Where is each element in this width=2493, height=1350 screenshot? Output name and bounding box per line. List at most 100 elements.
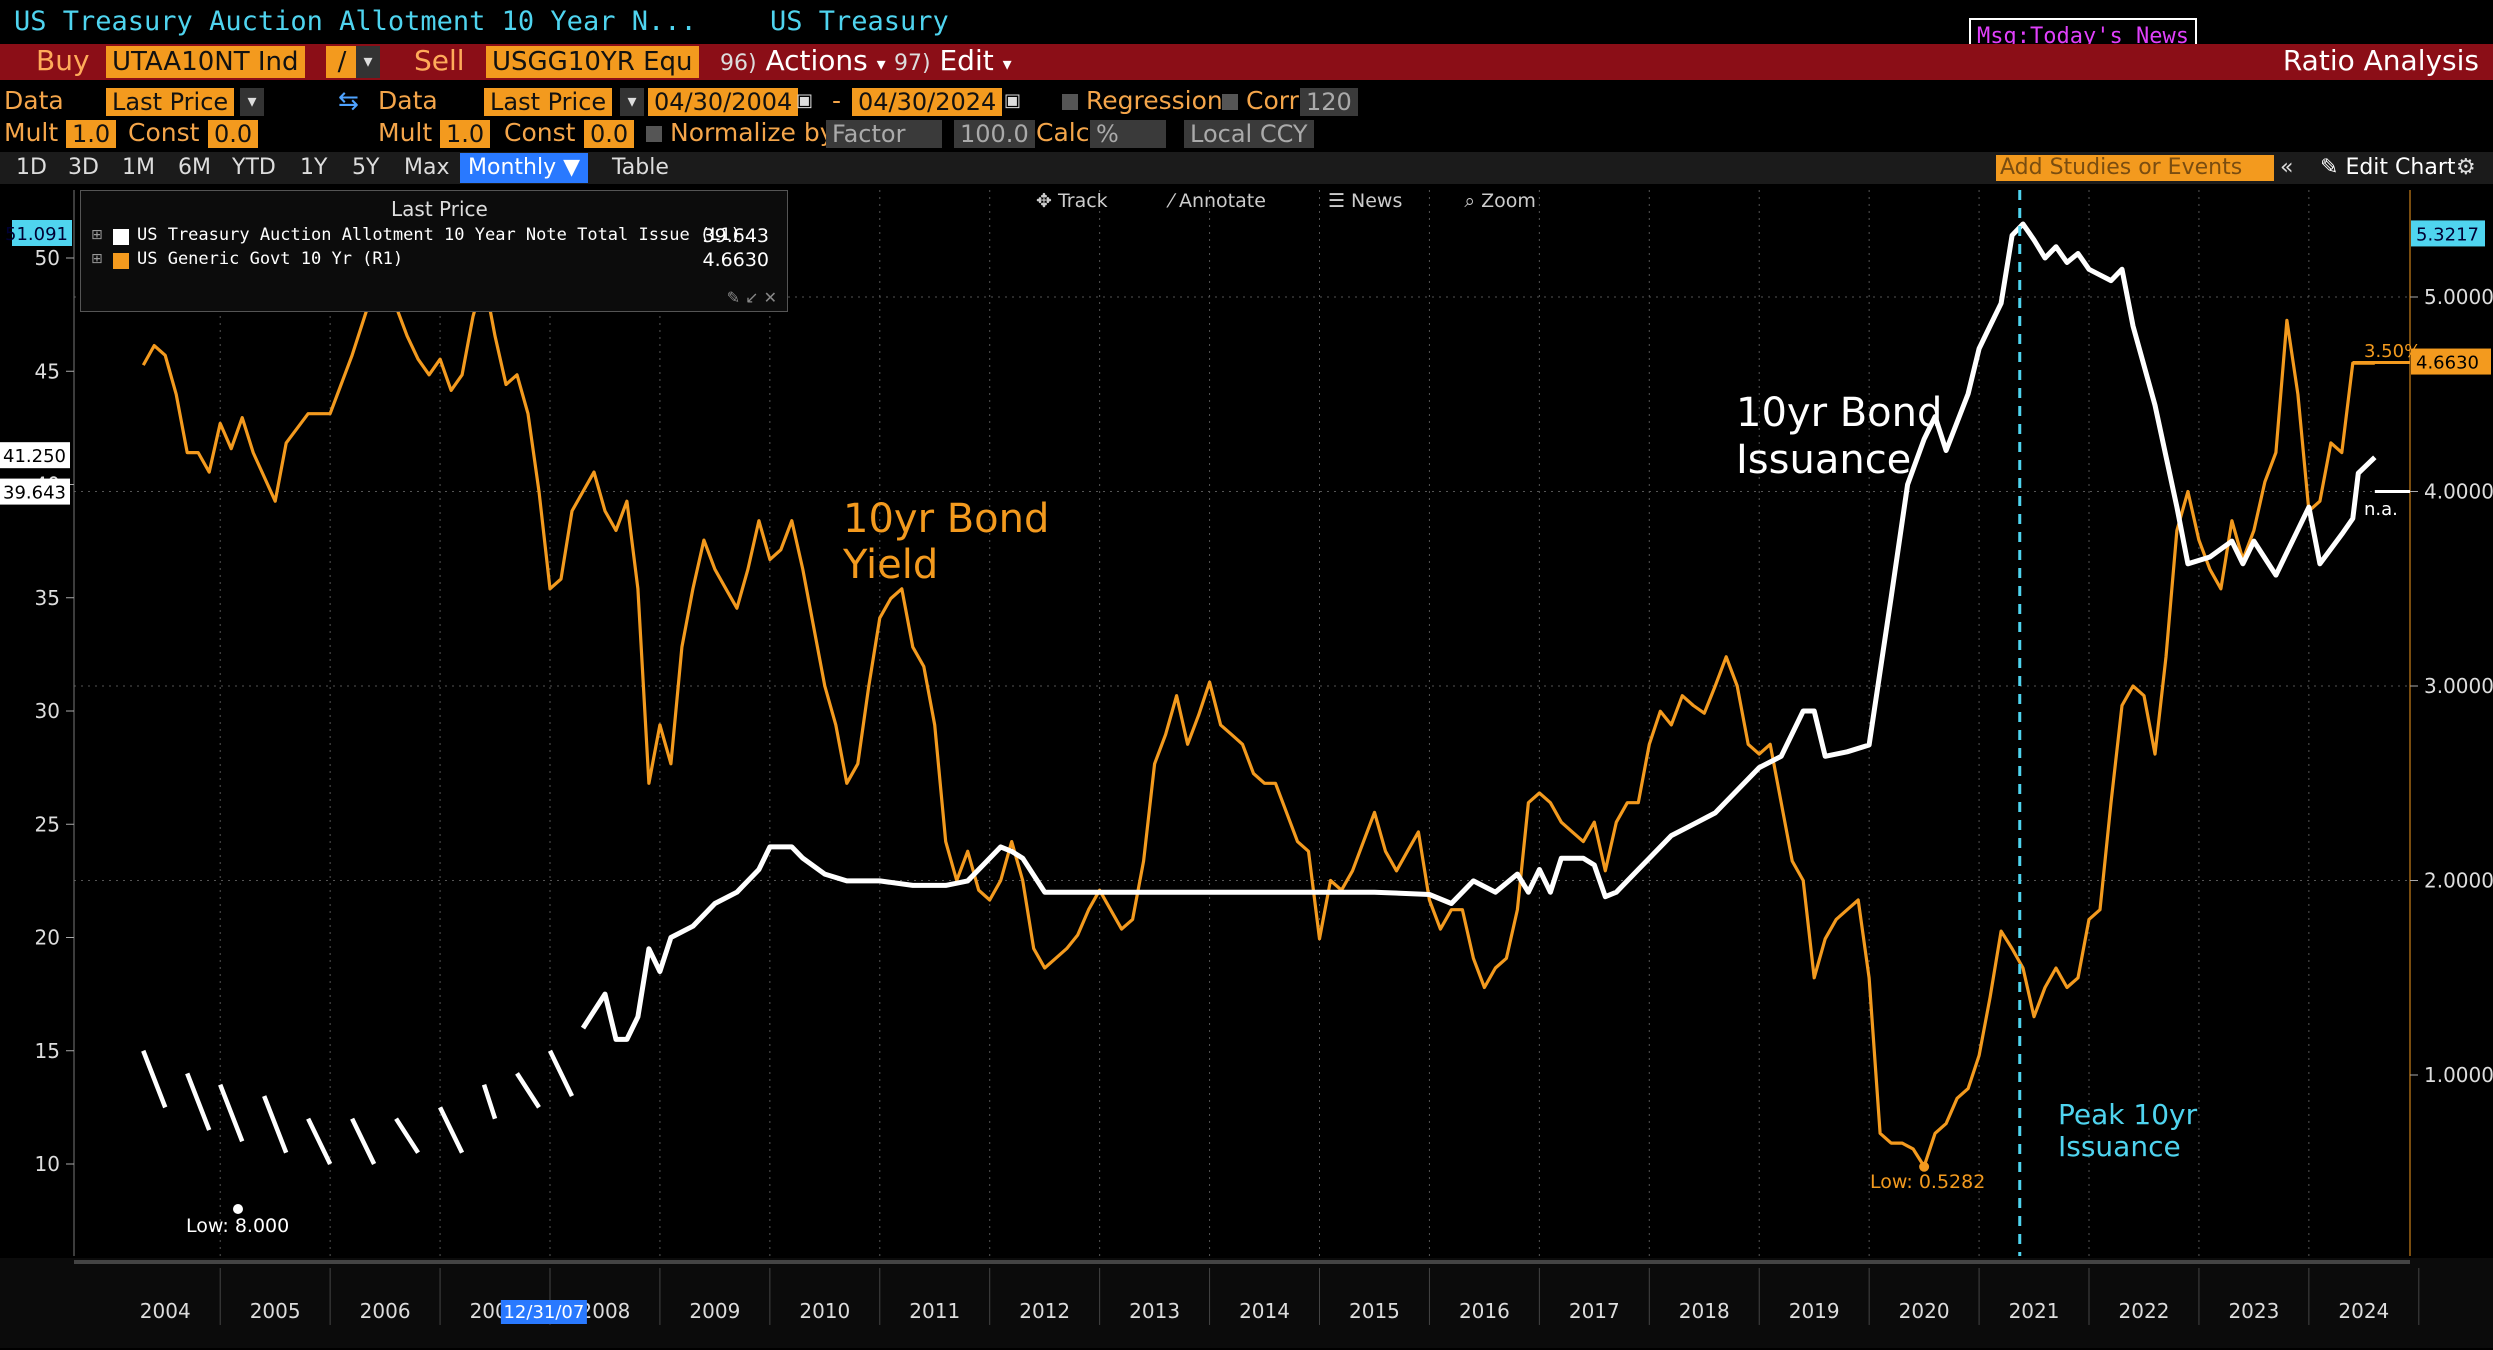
actions-menu[interactable]: 96) Actions ▾ xyxy=(720,44,886,77)
zoom-tool[interactable]: ⌕ Zoom xyxy=(1464,190,1536,212)
data-select-2-chevron-icon[interactable]: ▾ xyxy=(620,88,644,116)
issuance-series-segment xyxy=(438,1106,465,1154)
data-select-1[interactable]: Last Price xyxy=(106,88,235,116)
x-tick-label: 2018 xyxy=(1679,1299,1730,1323)
chart-tools: ✥ Track ⁄ Annotate ☰ News ⌕ Zoom xyxy=(1036,190,1592,212)
x-tick-label: 2020 xyxy=(1899,1299,1950,1323)
track-tool[interactable]: ✥ Track xyxy=(1036,190,1108,212)
cursor-date-label: 12/31/07 xyxy=(503,1302,584,1323)
yield-swatch xyxy=(113,253,129,269)
mult-field-1[interactable]: 1.0 xyxy=(66,120,117,148)
annotate-label: Annotate xyxy=(1178,190,1266,212)
issuance-series-segment xyxy=(218,1083,245,1143)
frequency-select[interactable]: Monthly ▼ xyxy=(460,153,588,183)
gear-icon[interactable]: ⚙ xyxy=(2456,155,2476,180)
left-tick-label: 25 xyxy=(35,812,60,836)
security-title: US Treasury Auction Allotment 10 Year N.… xyxy=(14,6,697,37)
x-tick-label: 2024 xyxy=(2338,1299,2389,1323)
ratio-toolbar: Buy UTAA10NT Ind / ▾ Sell USGG10YR Equ 9… xyxy=(0,44,2493,80)
regression-checkbox[interactable] xyxy=(1062,94,1078,110)
issuance-annotation-line1: 10yr Bond xyxy=(1736,390,1942,436)
calc-select[interactable]: % xyxy=(1090,120,1166,148)
security-category: US Treasury xyxy=(770,6,949,37)
x-tick-label: 2019 xyxy=(1789,1299,1840,1323)
legend-value-issuance: 39.643 xyxy=(702,225,769,247)
annotate-tool[interactable]: ⁄ Annotate xyxy=(1169,190,1266,212)
edit-chevron-icon: ▾ xyxy=(1002,54,1012,75)
edit-chart-label: Edit Chart xyxy=(2345,155,2456,180)
issuance-series-segment xyxy=(547,1049,575,1098)
data-select-1-chevron-icon[interactable]: ▾ xyxy=(240,88,264,116)
data-select-2[interactable]: Last Price xyxy=(484,88,613,116)
issuance-series-segment xyxy=(185,1072,212,1131)
mult-field-2[interactable]: 1.0 xyxy=(440,120,491,148)
legend-controls-icon[interactable]: ✎ ↙ ✕ xyxy=(726,288,777,307)
pct-change-label: 3.50% xyxy=(2364,341,2421,362)
legend-value-yield: 4.6630 xyxy=(702,249,769,271)
factor-value-field[interactable]: 100.0 xyxy=(954,120,1035,148)
x-tick-label: 2022 xyxy=(2119,1299,2170,1323)
series-layer xyxy=(141,221,2410,1168)
period-1d[interactable]: 1D xyxy=(16,155,47,180)
news-label: News xyxy=(1351,190,1403,212)
operator-dropdown-icon[interactable]: ▾ xyxy=(356,46,380,78)
data-label-2: Data xyxy=(378,86,438,115)
swap-arrows-icon[interactable]: ⇆ xyxy=(338,86,359,115)
grid-lines xyxy=(73,190,2411,1256)
sell-ticker-field[interactable]: USGG10YR Equ xyxy=(486,46,699,78)
period-1m[interactable]: 1M xyxy=(122,155,155,180)
end-date-field[interactable]: 04/30/2024 xyxy=(852,88,1003,116)
period-ytd[interactable]: YTD xyxy=(232,155,276,180)
corr-checkbox[interactable] xyxy=(1222,94,1238,110)
add-studies-input[interactable]: Add Studies or Events xyxy=(1996,155,2274,181)
period-max[interactable]: Max xyxy=(404,155,450,180)
normalize-checkbox[interactable] xyxy=(646,126,662,142)
x-tick-label: 2015 xyxy=(1349,1299,1400,1323)
currency-select[interactable]: Local CCY xyxy=(1184,120,1314,148)
table-button[interactable]: Table xyxy=(612,155,669,180)
left-tag-b: 39.643 xyxy=(3,483,66,504)
x-tick-label: 2017 xyxy=(1569,1299,1620,1323)
const-field-2[interactable]: 0.0 xyxy=(584,120,635,148)
left-tick-label: 45 xyxy=(35,359,60,383)
left-tick-label: 20 xyxy=(35,926,60,950)
collapse-icon[interactable]: « xyxy=(2280,155,2294,180)
period-3d[interactable]: 3D xyxy=(68,155,99,180)
title-bar: US Treasury Auction Allotment 10 Year N.… xyxy=(0,0,2493,56)
left-tick-label: 35 xyxy=(35,586,60,610)
news-tool[interactable]: ☰ News xyxy=(1327,190,1403,212)
regression-label: Regression xyxy=(1086,86,1223,115)
operator-field[interactable]: / xyxy=(326,46,358,78)
left-tick-label: 10 xyxy=(35,1152,60,1176)
right-tick-label: 2.0000 xyxy=(2424,869,2493,893)
legend-row-yield[interactable]: ⊞ US Generic Govt 10 Yr (R1) 4.6630 xyxy=(87,249,777,273)
issuance-swatch xyxy=(113,229,129,245)
actions-label: Actions xyxy=(765,44,868,77)
buy-ticker-field[interactable]: UTAA10NT Ind xyxy=(106,46,305,78)
period-6m[interactable]: 6M xyxy=(178,155,211,180)
normalize-select[interactable]: Factor xyxy=(826,120,942,148)
left-tag-top-box xyxy=(12,220,72,246)
period-5y[interactable]: 5Y xyxy=(352,155,380,180)
right-tick-label: 5.0000 xyxy=(2424,285,2493,309)
na-label: n.a. xyxy=(2364,499,2398,520)
issuance-series-segment xyxy=(141,1049,168,1109)
issuance-series-segment xyxy=(350,1117,377,1165)
end-calendar-icon[interactable]: ▣ xyxy=(1004,90,1022,111)
corr-window-field[interactable]: 120 xyxy=(1300,88,1358,116)
legend-row-issuance[interactable]: ⊞ US Treasury Auction Allotment 10 Year … xyxy=(87,225,777,249)
start-date-field[interactable]: 04/30/2004 xyxy=(648,88,799,116)
expand-icon[interactable]: ⊞ xyxy=(91,227,103,243)
edit-chart-button[interactable]: ✎ Edit Chart xyxy=(2320,155,2456,180)
x-tick-label: 2012 xyxy=(1019,1299,1070,1323)
left-tick-label: 30 xyxy=(35,699,60,723)
expand-icon[interactable]: ⊞ xyxy=(91,251,103,267)
const-field-1[interactable]: 0.0 xyxy=(208,120,259,148)
edit-menu[interactable]: 97) Edit ▾ xyxy=(894,44,1012,77)
start-calendar-icon[interactable]: ▣ xyxy=(796,90,814,111)
left-tick-label: 50 xyxy=(35,246,60,270)
period-1y[interactable]: 1Y xyxy=(300,155,328,180)
